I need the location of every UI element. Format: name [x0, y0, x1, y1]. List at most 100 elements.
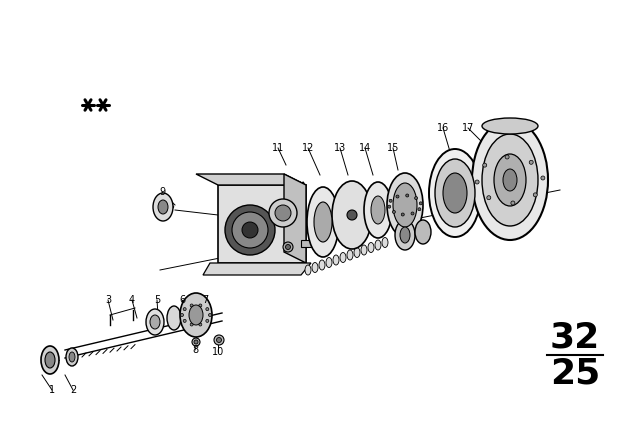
Ellipse shape	[332, 181, 372, 249]
Text: 11: 11	[272, 143, 284, 153]
Ellipse shape	[326, 258, 332, 267]
Circle shape	[216, 337, 221, 343]
Ellipse shape	[189, 305, 203, 325]
Circle shape	[388, 205, 391, 208]
Circle shape	[190, 323, 193, 326]
Text: 6: 6	[179, 295, 185, 305]
Text: 25: 25	[550, 356, 600, 390]
Circle shape	[505, 155, 509, 159]
Bar	[301, 240, 313, 247]
Text: 12: 12	[302, 143, 314, 153]
Ellipse shape	[146, 309, 164, 335]
Circle shape	[232, 212, 268, 248]
Text: 9: 9	[159, 187, 165, 197]
Circle shape	[283, 242, 293, 252]
Circle shape	[392, 211, 396, 213]
Polygon shape	[284, 174, 306, 263]
Ellipse shape	[66, 348, 78, 366]
Ellipse shape	[393, 183, 417, 227]
Ellipse shape	[307, 187, 339, 257]
Circle shape	[533, 193, 537, 197]
Ellipse shape	[400, 227, 410, 243]
Ellipse shape	[305, 265, 311, 275]
Ellipse shape	[387, 173, 423, 237]
Text: 13: 13	[334, 143, 346, 153]
Circle shape	[529, 160, 533, 164]
Text: 1: 1	[49, 385, 55, 395]
Ellipse shape	[45, 352, 55, 368]
Ellipse shape	[494, 154, 526, 206]
Ellipse shape	[482, 118, 538, 134]
Text: 7: 7	[202, 295, 208, 305]
Ellipse shape	[361, 245, 367, 255]
Circle shape	[483, 163, 487, 167]
Circle shape	[396, 195, 399, 198]
Text: 5: 5	[154, 295, 160, 305]
Circle shape	[275, 205, 291, 221]
Ellipse shape	[167, 306, 181, 330]
Ellipse shape	[382, 237, 388, 247]
Ellipse shape	[180, 293, 212, 337]
Circle shape	[411, 212, 414, 215]
Circle shape	[541, 176, 545, 180]
Circle shape	[511, 201, 515, 205]
Circle shape	[242, 222, 258, 238]
Ellipse shape	[503, 169, 517, 191]
Ellipse shape	[368, 242, 374, 253]
Circle shape	[206, 308, 209, 310]
Ellipse shape	[340, 253, 346, 263]
Text: 8: 8	[192, 345, 198, 355]
Circle shape	[206, 319, 209, 323]
Text: 2: 2	[70, 385, 76, 395]
Ellipse shape	[435, 159, 475, 227]
Circle shape	[214, 335, 224, 345]
Circle shape	[418, 208, 421, 211]
Circle shape	[406, 194, 409, 197]
Polygon shape	[196, 174, 306, 185]
Circle shape	[269, 199, 297, 227]
Text: 15: 15	[387, 143, 399, 153]
Ellipse shape	[375, 240, 381, 250]
Ellipse shape	[333, 255, 339, 265]
Ellipse shape	[443, 173, 467, 213]
Circle shape	[225, 205, 275, 255]
Circle shape	[192, 338, 200, 346]
Ellipse shape	[354, 247, 360, 258]
Circle shape	[415, 197, 418, 200]
Circle shape	[401, 213, 404, 216]
Ellipse shape	[314, 202, 332, 242]
Text: 32: 32	[550, 320, 600, 354]
Polygon shape	[218, 185, 306, 263]
Ellipse shape	[319, 260, 325, 270]
Circle shape	[209, 314, 211, 316]
Text: 17: 17	[462, 123, 474, 133]
Ellipse shape	[41, 346, 59, 374]
Circle shape	[199, 304, 202, 307]
Text: 16: 16	[437, 123, 449, 133]
Circle shape	[487, 196, 491, 200]
Ellipse shape	[364, 182, 392, 238]
Ellipse shape	[347, 250, 353, 260]
Circle shape	[183, 319, 186, 323]
Text: 10: 10	[212, 347, 224, 357]
Circle shape	[475, 180, 479, 184]
Ellipse shape	[371, 196, 385, 224]
Text: 14: 14	[359, 143, 371, 153]
Ellipse shape	[153, 193, 173, 221]
Ellipse shape	[472, 120, 548, 240]
Ellipse shape	[158, 200, 168, 214]
Ellipse shape	[150, 315, 160, 329]
Circle shape	[180, 314, 184, 316]
Circle shape	[389, 199, 392, 202]
Ellipse shape	[415, 220, 431, 244]
Text: 3: 3	[105, 295, 111, 305]
Circle shape	[419, 202, 422, 205]
Circle shape	[347, 210, 357, 220]
Circle shape	[190, 304, 193, 307]
Ellipse shape	[482, 134, 538, 226]
Ellipse shape	[312, 263, 318, 272]
Circle shape	[183, 308, 186, 310]
Ellipse shape	[429, 149, 481, 237]
Circle shape	[194, 340, 198, 344]
Polygon shape	[203, 263, 311, 275]
